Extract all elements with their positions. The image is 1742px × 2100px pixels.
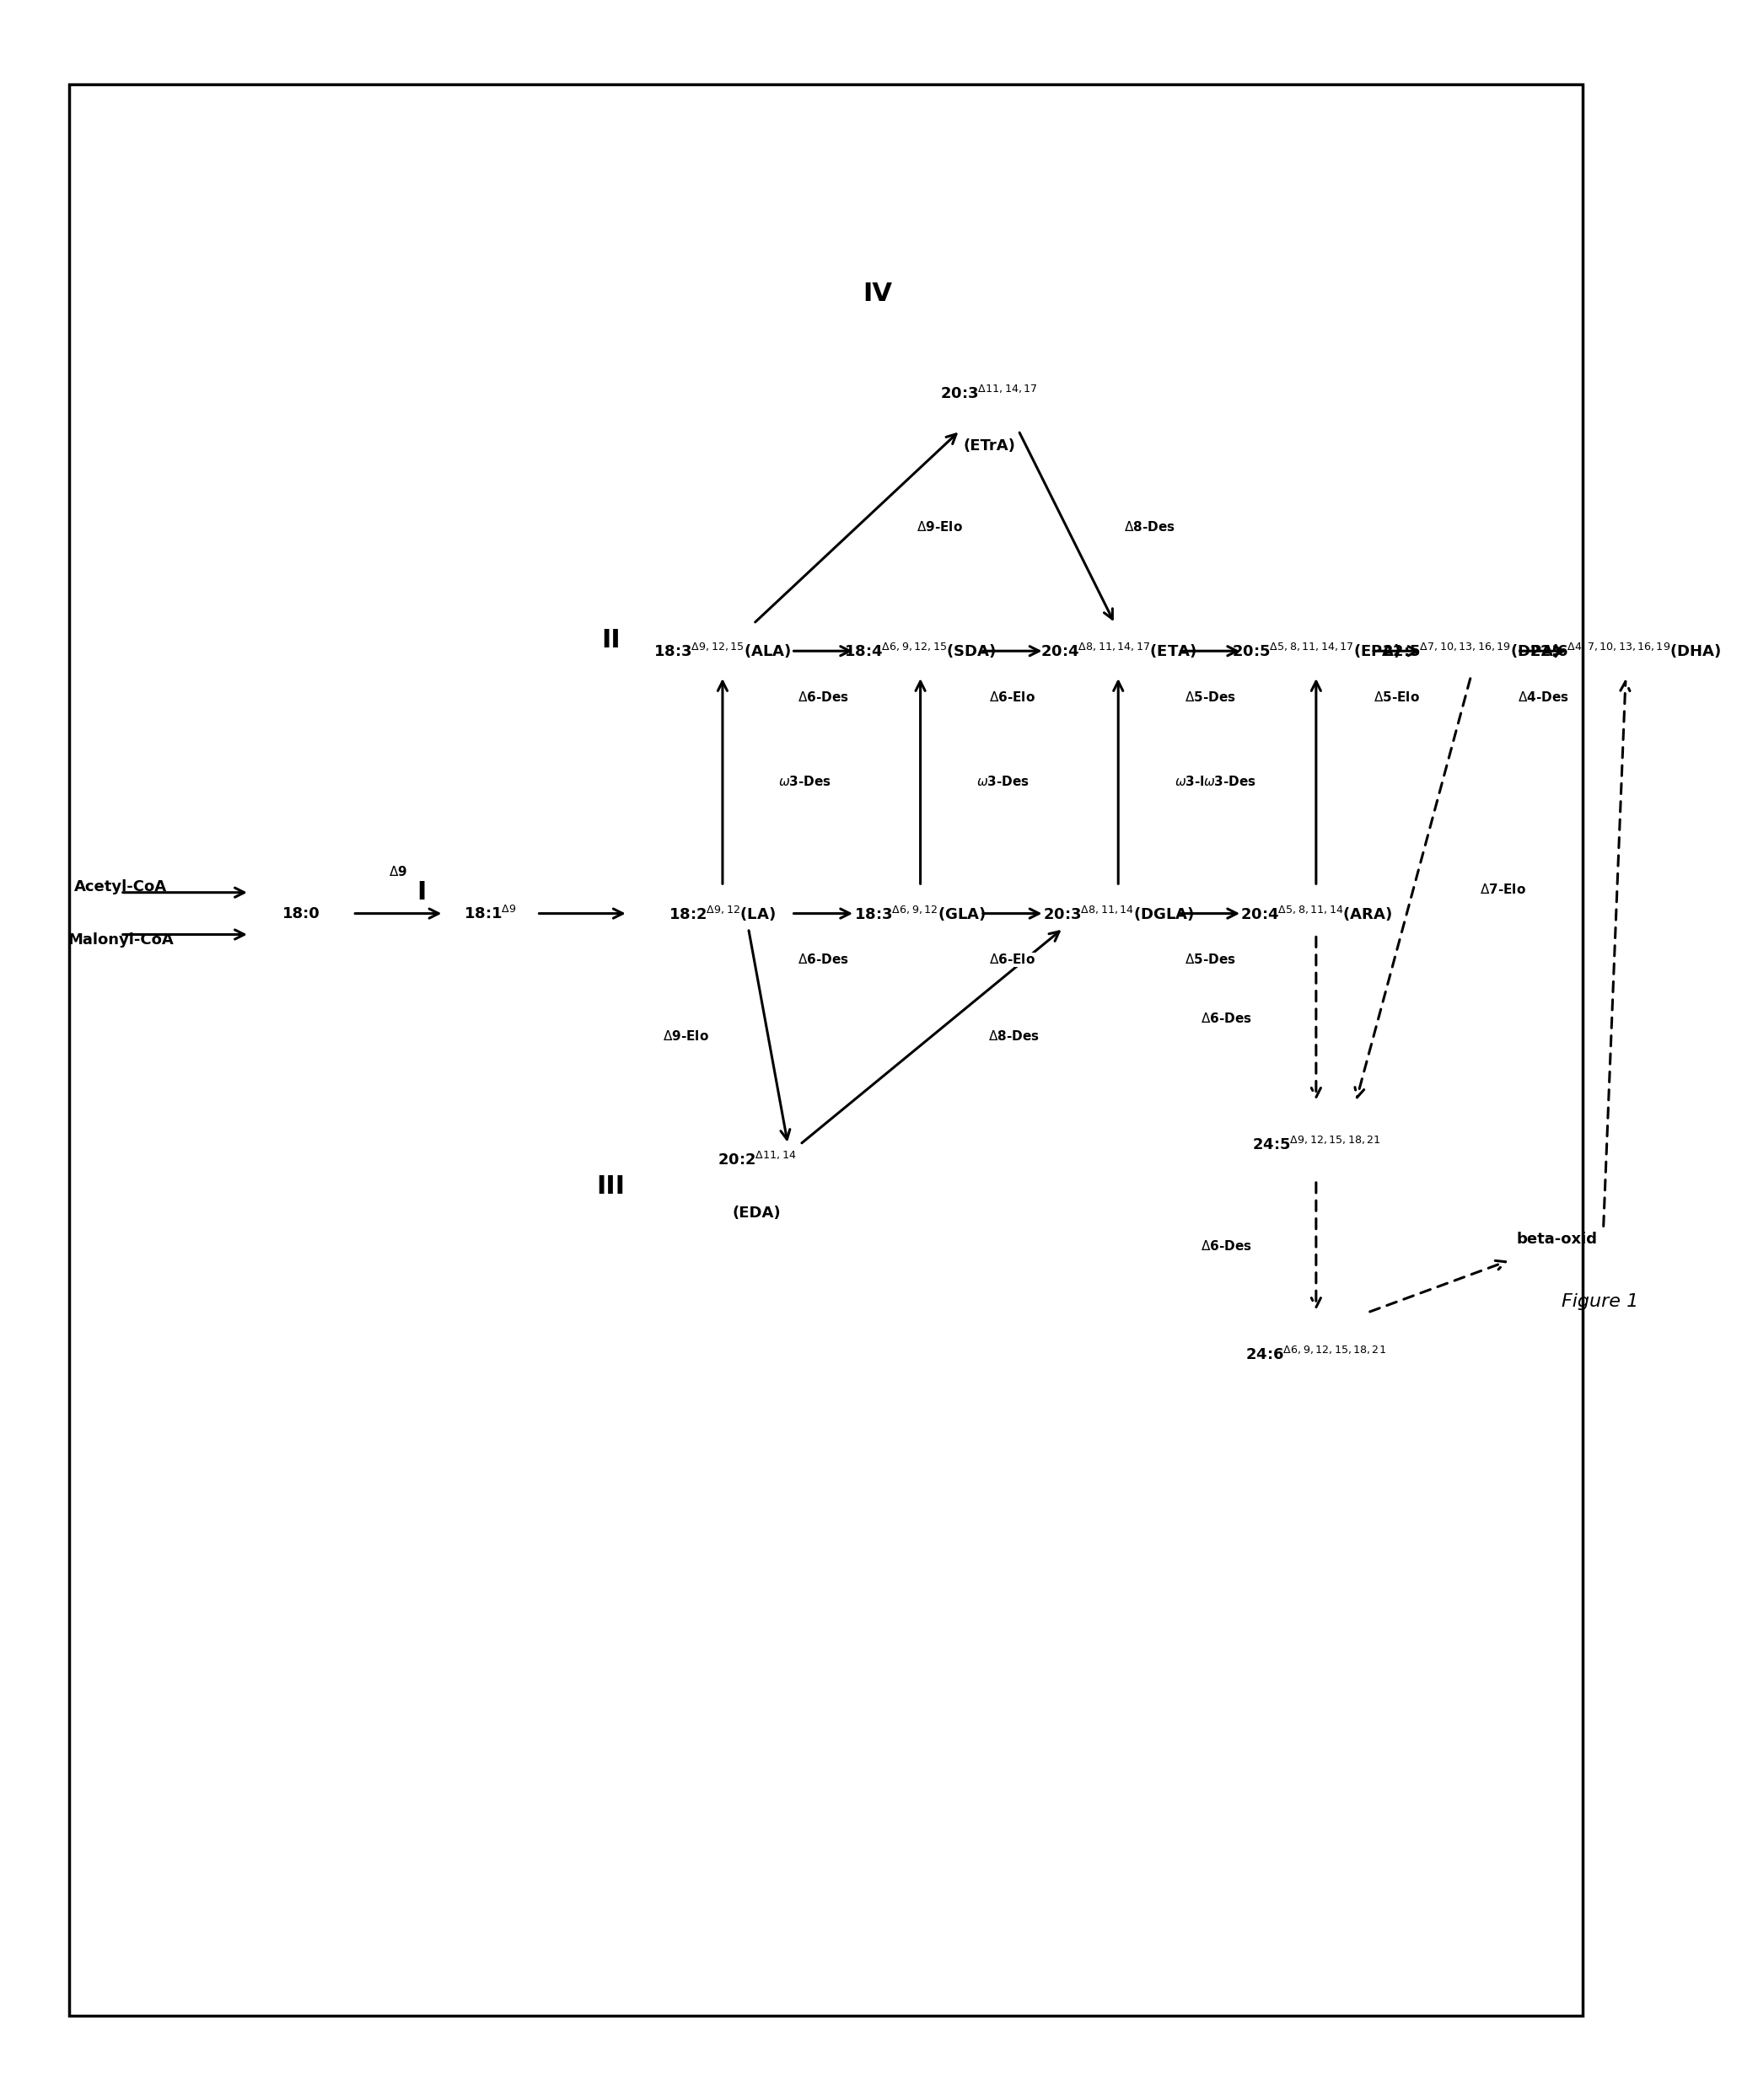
Text: I: I (416, 880, 427, 905)
Text: $\omega$3-Des: $\omega$3-Des (977, 775, 1030, 788)
Text: $\Delta$6-Des: $\Delta$6-Des (1200, 1239, 1252, 1254)
Text: $\Delta$5-Elo: $\Delta$5-Elo (1374, 691, 1420, 704)
Text: $\omega$3-Des: $\omega$3-Des (1174, 775, 1228, 788)
Text: (EDA): (EDA) (733, 1205, 780, 1220)
Text: $\Delta$9-Elo: $\Delta$9-Elo (916, 521, 962, 533)
Text: $\Delta$8-Des: $\Delta$8-Des (989, 1029, 1040, 1044)
Text: 18:3$^{\Delta6,9,12}$(GLA): 18:3$^{\Delta6,9,12}$(GLA) (855, 905, 986, 922)
Text: $\Delta$4-Des: $\Delta$4-Des (1517, 691, 1570, 704)
Text: Figure 1: Figure 1 (1561, 1294, 1639, 1310)
Text: $\omega$3-Des: $\omega$3-Des (1204, 775, 1256, 788)
Text: 20:3$^{\Delta8,11,14}$(DGLA): 20:3$^{\Delta8,11,14}$(DGLA) (1043, 905, 1193, 922)
Text: II: II (601, 628, 620, 653)
Text: $\Delta$8-Des: $\Delta$8-Des (1124, 521, 1174, 533)
Text: 22:5$^{\Delta7,10,13,16,19}$(DPA): 22:5$^{\Delta7,10,13,16,19}$(DPA) (1381, 643, 1559, 659)
Text: $\Delta$9: $\Delta$9 (388, 865, 408, 878)
Text: $\Delta$5-Des: $\Delta$5-Des (1185, 953, 1235, 966)
Text: $\Delta$6-Des: $\Delta$6-Des (1200, 1012, 1252, 1025)
Text: III: III (596, 1174, 625, 1199)
Text: 20:4$^{\Delta5,8,11,14}$(ARA): 20:4$^{\Delta5,8,11,14}$(ARA) (1240, 905, 1392, 922)
Text: $\Delta$6-Des: $\Delta$6-Des (798, 953, 848, 966)
Text: $\omega$3-Des: $\omega$3-Des (779, 775, 831, 788)
Text: IV: IV (862, 281, 892, 307)
Text: Malonyl-CoA: Malonyl-CoA (68, 932, 174, 947)
Text: 20:2$^{\Delta11,14}$: 20:2$^{\Delta11,14}$ (718, 1151, 796, 1170)
Text: 24:6$^{\Delta6,9,12,15,18,21}$: 24:6$^{\Delta6,9,12,15,18,21}$ (1246, 1346, 1387, 1363)
Text: 20:3$^{\Delta11,14,17}$: 20:3$^{\Delta11,14,17}$ (941, 384, 1038, 403)
Text: 24:5$^{\Delta9,12,15,18,21}$: 24:5$^{\Delta9,12,15,18,21}$ (1252, 1136, 1380, 1153)
Text: $\Delta$5-Des: $\Delta$5-Des (1185, 691, 1235, 704)
Text: 18:4$^{\Delta6,9,12,15}$(SDA): 18:4$^{\Delta6,9,12,15}$(SDA) (845, 643, 996, 659)
Text: $\Delta$6-Des: $\Delta$6-Des (798, 691, 848, 704)
Text: 18:0: 18:0 (282, 905, 321, 922)
Text: beta-oxid: beta-oxid (1517, 1231, 1597, 1247)
Text: $\Delta$7-Elo: $\Delta$7-Elo (1479, 882, 1526, 897)
Text: (ETrA): (ETrA) (963, 439, 1016, 454)
Text: 22:6$^{\Delta4,7,10,13,16,19}$(DHA): 22:6$^{\Delta4,7,10,13,16,19}$(DHA) (1529, 643, 1721, 659)
Text: 18:1$^{\Delta9}$: 18:1$^{\Delta9}$ (463, 905, 517, 922)
Text: 18:2$^{\Delta9,12}$(LA): 18:2$^{\Delta9,12}$(LA) (669, 905, 777, 922)
Text: $\Delta$6-Elo: $\Delta$6-Elo (989, 953, 1035, 966)
Text: 20:4$^{\Delta8,11,14,17}$(ETA): 20:4$^{\Delta8,11,14,17}$(ETA) (1040, 643, 1197, 659)
Text: Acetyl-CoA: Acetyl-CoA (73, 880, 167, 895)
Text: $\Delta$9-Elo: $\Delta$9-Elo (662, 1029, 709, 1044)
Bar (70, 84, 1583, 2016)
Text: 18:3$^{\Delta9,12,15}$(ALA): 18:3$^{\Delta9,12,15}$(ALA) (653, 643, 791, 659)
Text: $\Delta$6-Elo: $\Delta$6-Elo (989, 691, 1035, 704)
Text: 20:5$^{\Delta5,8,11,14,17}$(EPA): 20:5$^{\Delta5,8,11,14,17}$(EPA) (1232, 643, 1401, 659)
